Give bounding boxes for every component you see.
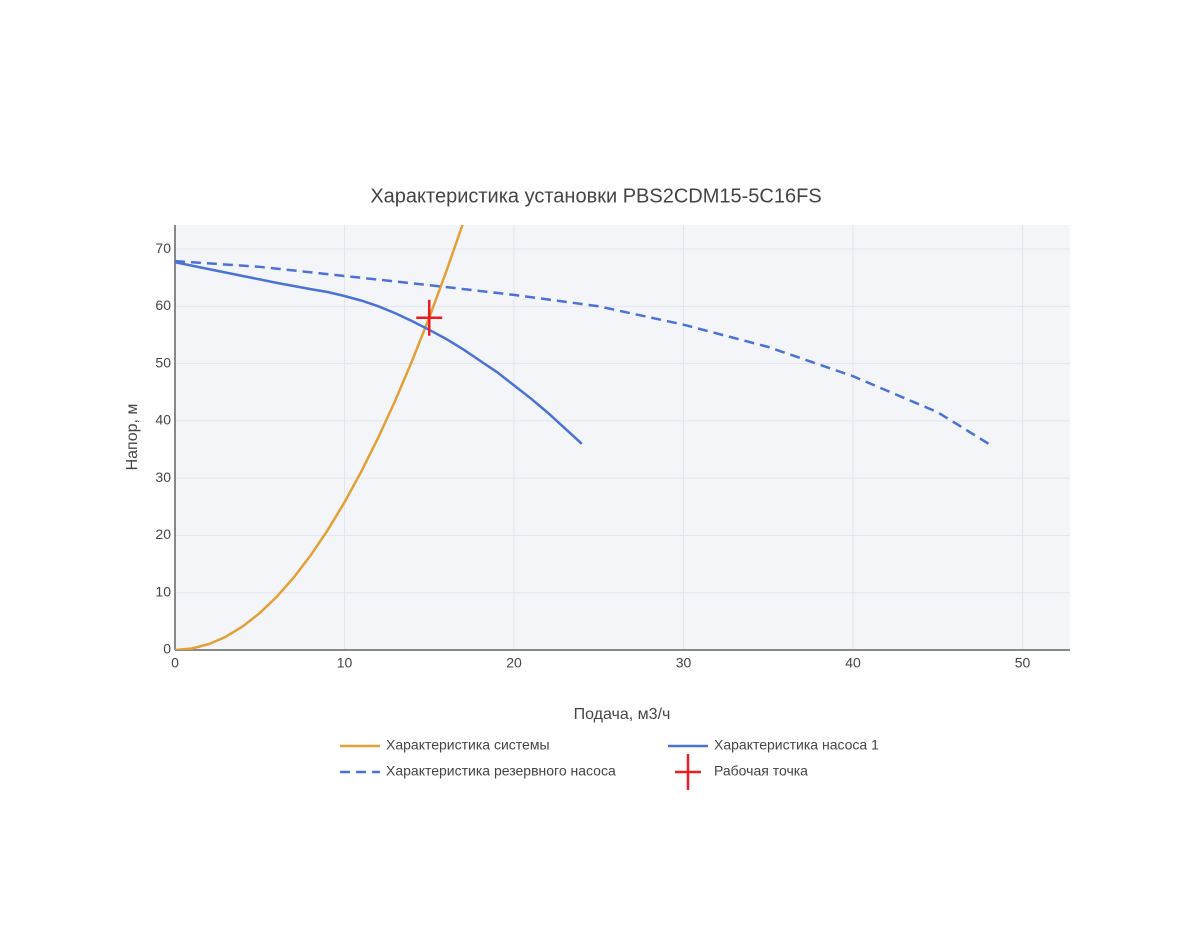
series-line xyxy=(175,259,990,445)
legend-label: Характеристика насоса 1 xyxy=(714,737,879,753)
x-tick-label: 10 xyxy=(337,655,353,671)
x-tick-label: 30 xyxy=(676,655,692,671)
y-tick-label: 10 xyxy=(155,583,171,599)
x-tick-label: 50 xyxy=(1015,655,1031,671)
x-tick-label: 40 xyxy=(845,655,861,671)
legend-label: Рабочая точка xyxy=(714,763,808,779)
y-tick-label: 50 xyxy=(155,354,171,370)
y-tick-label: 70 xyxy=(155,240,171,256)
x-axis-title: Подача, м3/ч xyxy=(574,706,671,723)
series-line xyxy=(175,225,464,650)
y-tick-label: 40 xyxy=(155,412,171,428)
legend-label: Характеристика резервного насоса xyxy=(386,763,616,779)
x-tick-label: 0 xyxy=(171,655,179,671)
x-tick-label: 20 xyxy=(506,655,522,671)
series-line xyxy=(175,261,583,445)
legend-label: Характеристика системы xyxy=(386,737,550,753)
y-tick-label: 20 xyxy=(155,526,171,542)
y-tick-label: 30 xyxy=(155,469,171,485)
legend: Характеристика системы Характеристика нас… xyxy=(340,737,879,790)
marker xyxy=(416,299,443,336)
plot-area xyxy=(175,225,1070,650)
chart-title: Характеристика установки PBS2CDM15-5C16F… xyxy=(370,185,821,207)
y-tick-label: 0 xyxy=(163,641,171,657)
marker xyxy=(675,754,701,790)
y-tick-label: 60 xyxy=(155,297,171,313)
y-axis-title: Напор, м xyxy=(124,404,141,471)
plot-lines xyxy=(175,225,990,650)
